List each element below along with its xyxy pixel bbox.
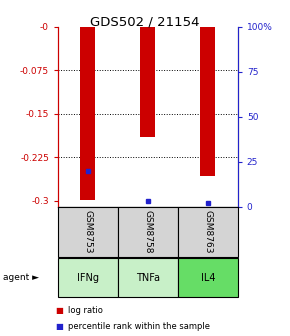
Text: log ratio: log ratio	[68, 306, 103, 315]
Text: GSM8753: GSM8753	[84, 210, 93, 254]
Text: percentile rank within the sample: percentile rank within the sample	[68, 322, 210, 331]
Bar	[140, 27, 155, 137]
Text: IFNg: IFNg	[77, 272, 99, 283]
Text: ■: ■	[55, 306, 63, 315]
Text: ■: ■	[55, 322, 63, 331]
Text: agent ►: agent ►	[3, 273, 39, 282]
Bar	[200, 27, 215, 176]
Text: GSM8758: GSM8758	[143, 210, 153, 254]
Text: GSM8763: GSM8763	[203, 210, 212, 254]
Text: IL4: IL4	[201, 272, 215, 283]
Text: GDS502 / 21154: GDS502 / 21154	[90, 15, 200, 28]
Text: TNFa: TNFa	[136, 272, 160, 283]
Bar	[80, 27, 95, 200]
